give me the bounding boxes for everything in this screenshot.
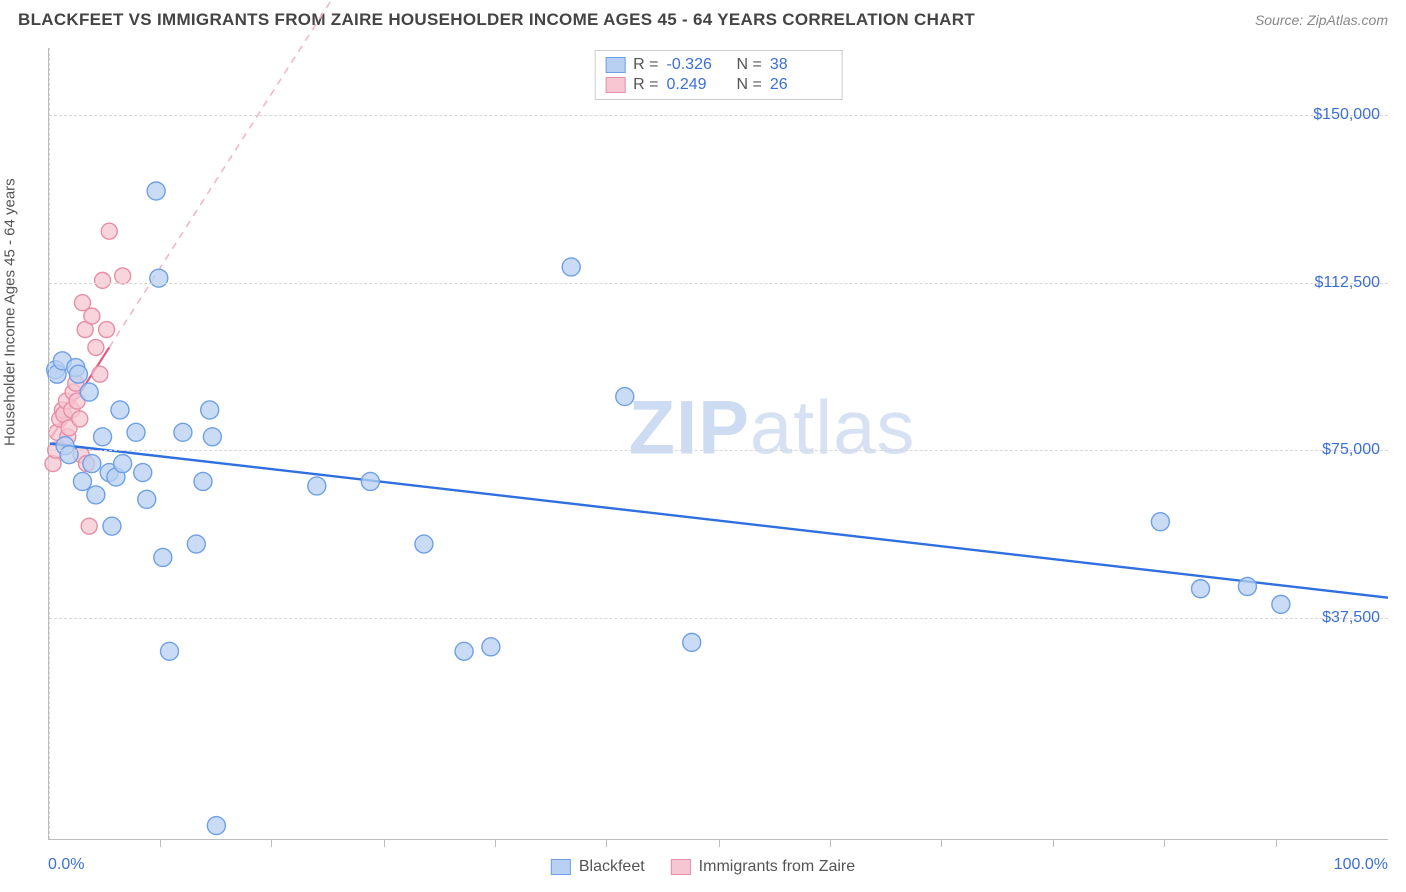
data-point [203, 428, 221, 446]
data-point [95, 272, 111, 288]
gridline-h [49, 115, 1388, 116]
x-min-label: 0.0% [48, 856, 84, 874]
data-point [683, 633, 701, 651]
x-tick [606, 839, 607, 847]
data-point [134, 464, 152, 482]
legend-label: Blackfeet [579, 858, 645, 876]
chart-title: BLACKFEET VS IMMIGRANTS FROM ZAIRE HOUSE… [18, 10, 975, 30]
data-point [201, 401, 219, 419]
gridline-h [49, 450, 1388, 451]
y-axis-label: Householder Income Ages 45 - 64 years [2, 178, 19, 446]
legend-swatch [671, 859, 691, 875]
x-tick [830, 839, 831, 847]
legend-n-prefix: N = [737, 76, 762, 94]
data-point [161, 642, 179, 660]
data-point [73, 472, 91, 490]
legend-label: Immigrants from Zaire [699, 858, 855, 876]
data-point [194, 472, 212, 490]
data-point [84, 308, 100, 324]
data-point [482, 638, 500, 656]
legend-r-value: 0.249 [667, 76, 729, 94]
legend-r-value: -0.326 [667, 56, 729, 74]
data-point [88, 339, 104, 355]
data-point [1151, 513, 1169, 531]
y-tick-label: $75,000 [1322, 441, 1380, 459]
data-point [92, 366, 108, 382]
data-point [308, 477, 326, 495]
x-tick [384, 839, 385, 847]
data-point [127, 423, 145, 441]
data-point [101, 223, 117, 239]
data-point [80, 383, 98, 401]
data-point [1192, 580, 1210, 598]
data-point [187, 535, 205, 553]
data-point [455, 642, 473, 660]
data-point [115, 268, 131, 284]
gridline-v [49, 48, 50, 839]
data-point [154, 548, 172, 566]
legend-stat-row: R = -0.326 N = 38 [605, 55, 832, 75]
legend-item: Immigrants from Zaire [671, 858, 855, 876]
legend-n-prefix: N = [737, 56, 762, 74]
chart-source: Source: ZipAtlas.com [1255, 12, 1388, 28]
data-point [1238, 578, 1256, 596]
legend-swatch [605, 77, 625, 93]
data-point [361, 472, 379, 490]
data-point [207, 817, 225, 835]
data-point [147, 182, 165, 200]
data-point [99, 322, 115, 338]
chart-header: BLACKFEET VS IMMIGRANTS FROM ZAIRE HOUSE… [0, 0, 1406, 36]
trend-line [109, 0, 343, 347]
legend-item: Blackfeet [551, 858, 645, 876]
data-point [138, 490, 156, 508]
x-tick [1276, 839, 1277, 847]
data-point [81, 518, 97, 534]
x-tick [719, 839, 720, 847]
y-tick-label: $150,000 [1313, 106, 1380, 124]
data-point [1272, 595, 1290, 613]
data-point [69, 365, 87, 383]
data-point [562, 258, 580, 276]
x-max-label: 100.0% [1334, 856, 1388, 874]
data-point [87, 486, 105, 504]
data-point [94, 428, 112, 446]
data-point [83, 455, 101, 473]
data-point [616, 388, 634, 406]
data-point [150, 269, 168, 287]
chart-svg [49, 48, 1388, 839]
x-tick [160, 839, 161, 847]
gridline-h [49, 283, 1388, 284]
legend-swatch [605, 57, 625, 73]
y-tick-label: $37,500 [1322, 609, 1380, 627]
legend-swatch [551, 859, 571, 875]
legend-n-value: 26 [770, 76, 832, 94]
x-tick [941, 839, 942, 847]
legend-r-prefix: R = [633, 76, 658, 94]
data-point [60, 446, 78, 464]
y-tick-label: $112,500 [1314, 274, 1380, 292]
plot-area: ZIPatlas R =-0.326N =38R =0.249N =26 $37… [48, 48, 1388, 840]
trend-line [49, 444, 1388, 598]
data-point [174, 423, 192, 441]
data-point [103, 517, 121, 535]
legend-series: Blackfeet Immigrants from Zaire [551, 858, 855, 876]
legend-r-prefix: R = [633, 56, 658, 74]
data-point [111, 401, 129, 419]
data-point [114, 455, 132, 473]
legend-stat-row: R = 0.249 N = 26 [605, 75, 832, 95]
legend-n-value: 38 [770, 56, 832, 74]
x-tick [495, 839, 496, 847]
data-point [72, 411, 88, 427]
legend-stats: R = -0.326 N = 38 R = 0.249 N = 26 [594, 50, 843, 100]
data-point [415, 535, 433, 553]
x-tick [1053, 839, 1054, 847]
gridline-h [49, 618, 1388, 619]
x-tick [1164, 839, 1165, 847]
x-tick [271, 839, 272, 847]
